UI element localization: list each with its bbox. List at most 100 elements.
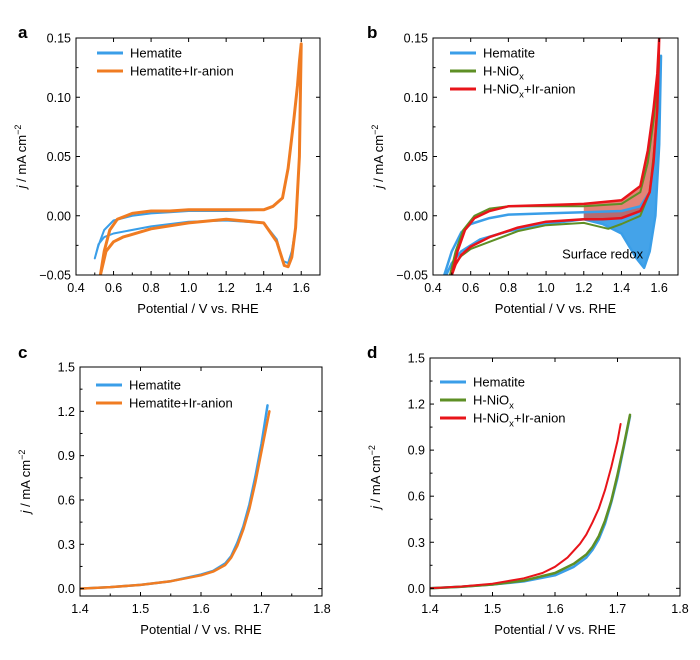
y-axis-label-unit: / mA cm	[371, 135, 386, 186]
series-line-2	[450, 38, 661, 275]
y-axis-label: j / mA cm−2	[13, 125, 29, 191]
series-line-1	[430, 413, 632, 590]
y-tick-label: 0.15	[47, 32, 71, 46]
y-axis-label-unit: / mA cm	[14, 135, 29, 186]
y-axis-label-symbol: j	[14, 184, 29, 190]
x-tick-label: 1.6	[546, 602, 563, 616]
x-tick-label: 0.8	[142, 281, 159, 295]
legend-label-name: H-NiO	[473, 393, 509, 408]
y-axis-label-unit: / mA cm	[18, 460, 33, 511]
x-tick-label: 1.6	[650, 281, 667, 295]
legend-label: Hematite	[473, 375, 525, 390]
y-tick-label: 0.3	[408, 536, 425, 550]
legend-label: H-NiOx+Ir-anion	[483, 82, 576, 101]
x-tick-label: 1.4	[71, 602, 88, 616]
surface-redox-annotation: Surface redox	[562, 246, 643, 261]
panel-label: a	[18, 23, 28, 42]
legend-label-name: Hematite	[130, 46, 182, 61]
y-axis-label-symbol: j	[371, 184, 386, 190]
y-axis-label: j / mA cm−2	[367, 445, 383, 511]
y-tick-label: 0.9	[58, 449, 75, 463]
x-tick-label: 1.4	[421, 602, 438, 616]
x-tick-label: 0.8	[500, 281, 517, 295]
y-tick-label: 0.05	[47, 150, 71, 164]
x-tick-label: 1.6	[192, 602, 209, 616]
x-tick-label: 1.2	[217, 281, 234, 295]
panel-a: a 0.4 0.6 0.8 1.0 1.2 1.4 1.6 −0.05 0.00 0.05 0.10 0…	[13, 23, 321, 316]
x-tick-label: 1.0	[180, 281, 197, 295]
panel-d: d 1.4 1.5 1.6 1.7 1.8 0.0 0.3 0.6 0.9 1.2 1.5 Potent…	[367, 343, 689, 637]
legend-label-subscript: x	[509, 419, 514, 430]
legend-label-subscript: x	[519, 90, 524, 101]
legend-label-name: H-NiO	[483, 82, 519, 97]
x-tick-label: 0.4	[67, 281, 84, 295]
legend-label: Hematite+Ir-anion	[129, 396, 233, 411]
series-line-1	[98, 42, 303, 275]
legend-label-suffix: +Ir-anion	[524, 82, 576, 97]
series-line-0	[443, 54, 663, 275]
legend-label-name: Hematite+Ir-anion	[130, 64, 234, 79]
y-tick-label: −0.05	[396, 269, 428, 283]
x-tick-label: 1.5	[132, 602, 149, 616]
x-tick-label: 1.8	[313, 602, 330, 616]
x-tick-label: 1.0	[537, 281, 554, 295]
panel-label: b	[367, 23, 377, 42]
plot-area	[80, 404, 271, 590]
axes-frame	[429, 357, 681, 597]
y-tick-label: 0.0	[58, 582, 75, 596]
x-tick-label: 1.6	[293, 281, 310, 295]
legend-label: H-NiOx	[473, 393, 514, 412]
panel-label: c	[18, 343, 27, 362]
series-line-0	[80, 404, 269, 590]
legend-label-subscript: x	[509, 401, 514, 412]
y-axis-label-exponent: −2	[17, 450, 27, 460]
y-tick-label: 1.2	[408, 398, 425, 412]
y-tick-label: 0.05	[404, 150, 428, 164]
plot-area	[93, 42, 303, 275]
y-axis-label-exponent: −2	[370, 125, 380, 135]
y-tick-label: 0.9	[408, 444, 425, 458]
y-tick-label: −0.05	[39, 269, 71, 283]
y-tick-label: 1.5	[408, 352, 425, 366]
x-tick-label: 1.4	[613, 281, 630, 295]
legend-label-name: H-NiO	[473, 411, 509, 426]
y-axis-label-symbol: j	[18, 509, 33, 515]
y-axis-label-symbol: j	[368, 505, 383, 511]
x-axis-label: Potential / V vs. RHE	[495, 301, 617, 316]
y-tick-label: 1.5	[58, 361, 75, 375]
y-tick-label: 0.10	[47, 91, 71, 105]
y-tick-label: 0.10	[404, 91, 428, 105]
x-tick-label: 1.2	[575, 281, 592, 295]
x-tick-label: 1.7	[253, 602, 270, 616]
x-axis-label: Potential / V vs. RHE	[137, 301, 259, 316]
legend-label: Hematite	[130, 46, 182, 61]
plot-area	[443, 38, 663, 275]
legend-label: Hematite+Ir-anion	[130, 64, 234, 79]
legend-label-name: Hematite+Ir-anion	[129, 396, 233, 411]
x-tick-label: 1.5	[484, 602, 501, 616]
legend-label-name: Hematite	[483, 46, 535, 61]
y-tick-label: 0.00	[47, 209, 71, 223]
y-tick-label: 0.15	[404, 32, 428, 46]
x-axis-label: Potential / V vs. RHE	[140, 622, 262, 637]
y-axis-label: j / mA cm−2	[17, 450, 33, 516]
y-axis-label-exponent: −2	[13, 125, 23, 135]
panel-b: b 0.4 0.6 0.8 1.0 1.2 1.4 1.6 −0.05 0.00 0.05 0.10 0…	[367, 23, 679, 316]
legend-label-name: Hematite	[473, 375, 525, 390]
y-axis-label: j / mA cm−2	[370, 125, 386, 191]
panel-label: d	[367, 343, 377, 362]
surface-redox-fill-ir	[583, 38, 660, 220]
x-tick-label: 1.7	[609, 602, 626, 616]
y-axis-label-unit: / mA cm	[368, 455, 383, 506]
y-tick-label: 0.3	[58, 538, 75, 552]
legend-label-subscript: x	[519, 72, 524, 83]
series-line-2	[430, 423, 622, 590]
y-axis-label-exponent: −2	[367, 445, 377, 455]
x-tick-label: 0.6	[462, 281, 479, 295]
x-tick-label: 0.6	[105, 281, 122, 295]
legend-label-suffix: +Ir-anion	[514, 411, 566, 426]
plot-area	[430, 413, 632, 590]
legend-label-name: H-NiO	[483, 64, 519, 79]
y-tick-label: 0.0	[408, 582, 425, 596]
